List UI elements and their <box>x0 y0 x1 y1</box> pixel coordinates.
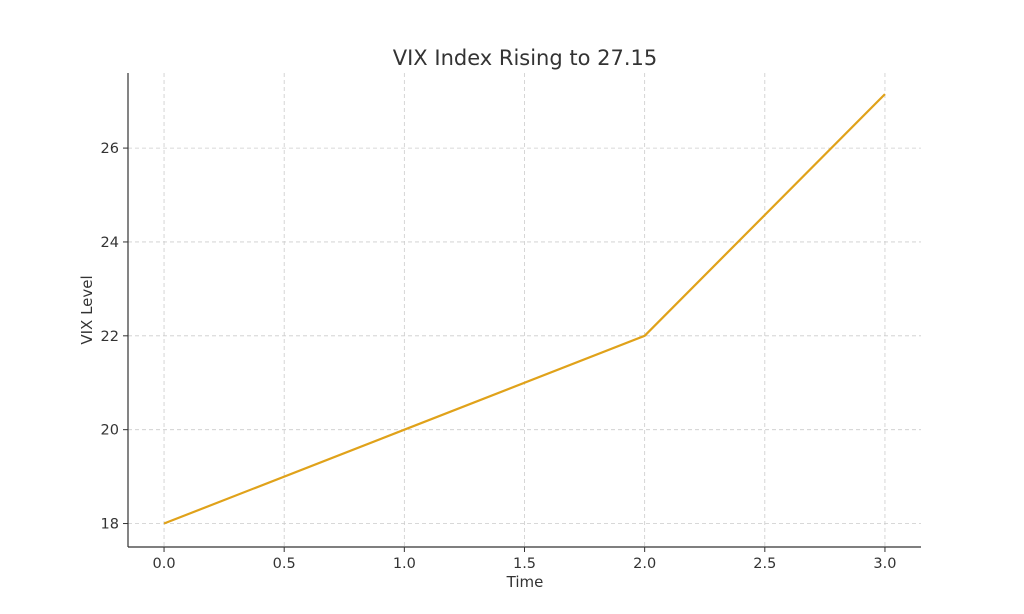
x-tick-label: 1.5 <box>513 556 536 572</box>
x-axis-label: Time <box>506 573 544 591</box>
y-tick-label: 22 <box>101 329 119 345</box>
grid <box>128 73 921 547</box>
vix-series-line <box>163 93 886 525</box>
x-tick-label: 3.0 <box>873 556 896 572</box>
x-tick-label: 1.0 <box>393 556 416 572</box>
y-tick-label: 24 <box>101 235 119 251</box>
x-ticks: 0.0 0.5 1.0 1.5 2.0 2.5 3.0 <box>153 547 896 572</box>
x-tick-label: 0.0 <box>153 556 176 572</box>
x-tick-label: 2.5 <box>753 556 776 572</box>
y-ticks: 18 20 22 24 26 <box>101 141 128 533</box>
y-tick-label: 26 <box>101 141 119 157</box>
series-layer <box>163 93 886 525</box>
y-tick-label: 18 <box>101 517 119 533</box>
x-tick-label: 0.5 <box>273 556 296 572</box>
chart-title: VIX Index Rising to 27.15 <box>393 46 658 70</box>
x-tick-label: 2.0 <box>633 556 656 572</box>
y-axis-label: VIX Level <box>78 275 96 344</box>
y-tick-label: 20 <box>101 423 119 439</box>
